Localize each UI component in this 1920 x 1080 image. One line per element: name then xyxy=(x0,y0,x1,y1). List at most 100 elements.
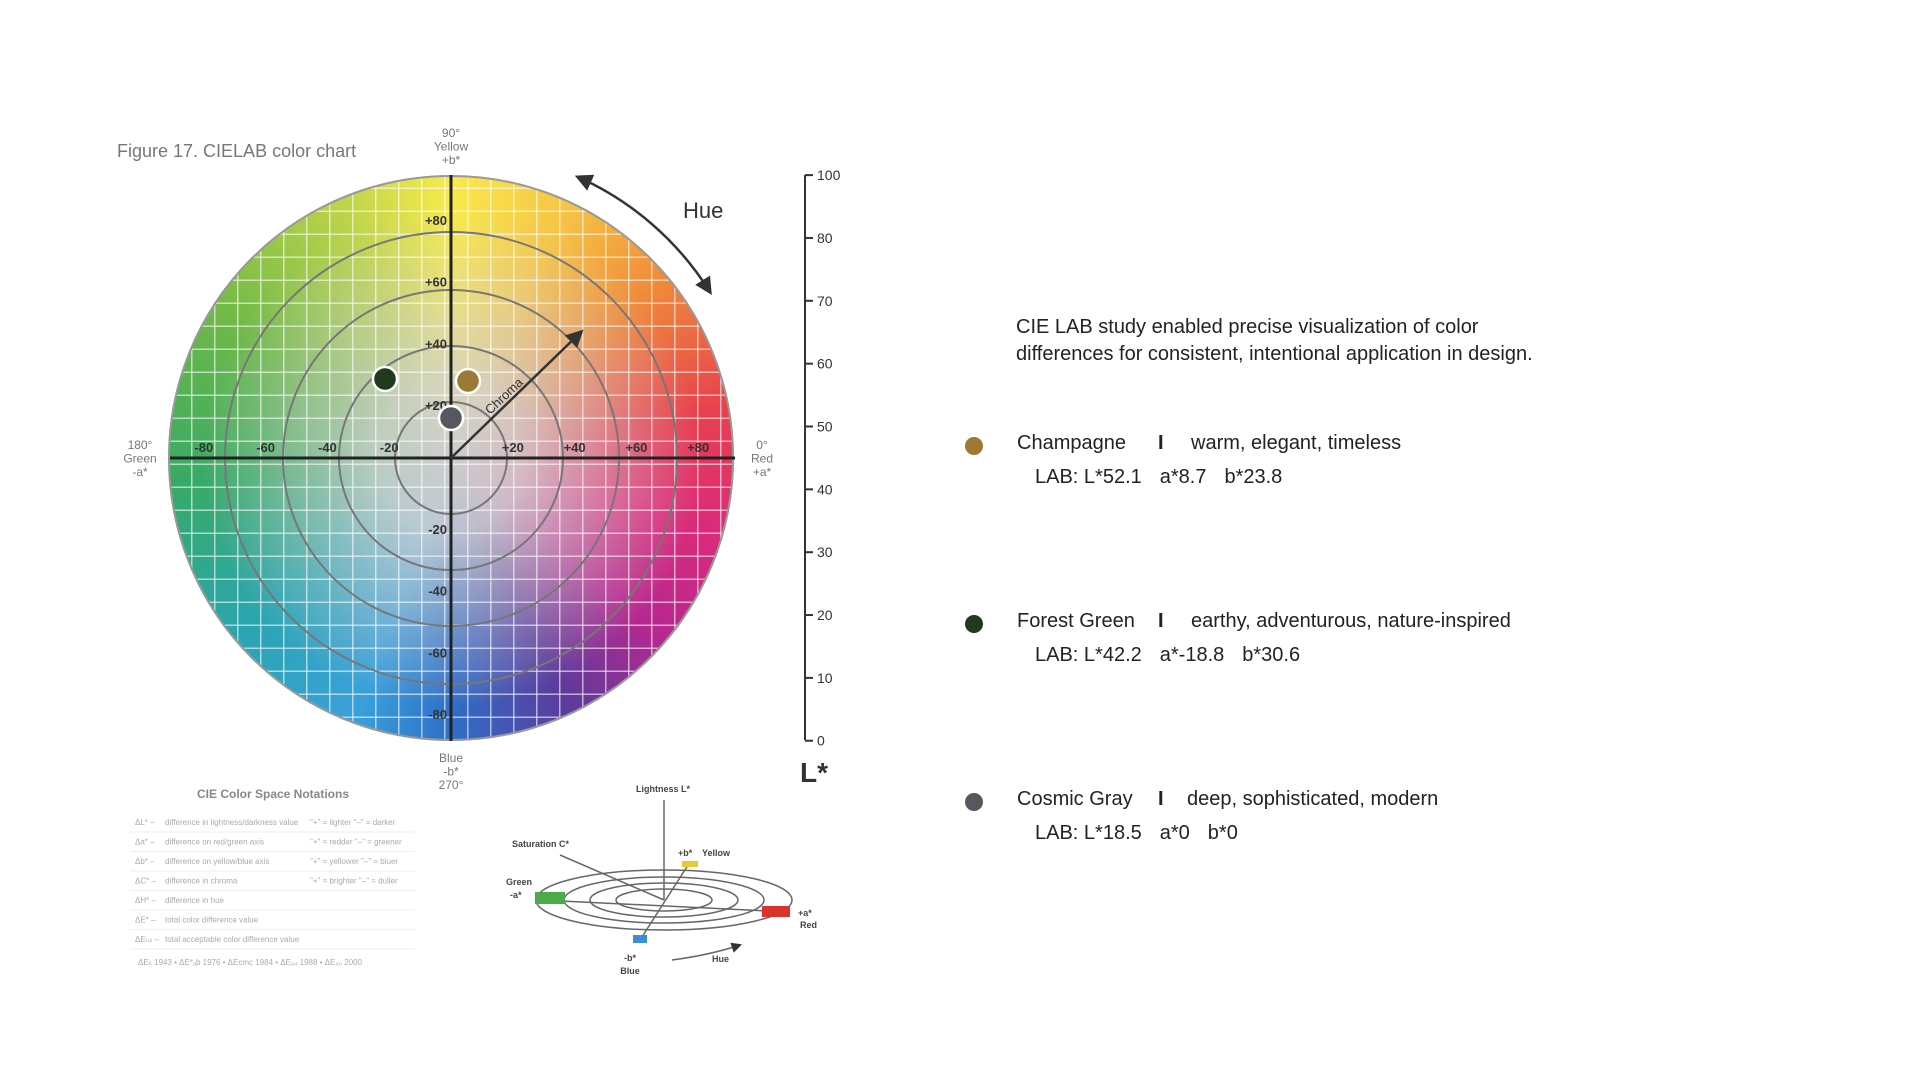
notation-cell: ΔEₜₒₗ – xyxy=(135,935,160,944)
a-tick-label: -40 xyxy=(318,440,337,455)
notation-cell: difference in chroma xyxy=(165,877,238,886)
lab-value: b*0 xyxy=(1207,822,1238,844)
notation-cell: "+" = lighter "–" = darker xyxy=(310,818,396,827)
notation-cell: difference in lightness/darkness value xyxy=(165,818,299,827)
color-marker xyxy=(437,404,465,432)
lightness-tick-label: 50 xyxy=(817,419,833,435)
lab-value: a*8.7 xyxy=(1159,466,1207,488)
a-tick-label: +40 xyxy=(564,440,586,455)
hue-diagram xyxy=(535,800,793,961)
notation-cell: total color difference value xyxy=(165,916,259,925)
chroma-arrow xyxy=(450,329,584,459)
notation-cell: "+" = redder "–" = greener xyxy=(310,838,402,847)
green-swatch xyxy=(535,892,565,904)
diagram-label: Yellow xyxy=(702,848,731,858)
notation-cell: total acceptable color difference value xyxy=(165,935,300,944)
color-marker xyxy=(454,367,482,395)
color-dot xyxy=(965,437,983,455)
b-tick-label: -40 xyxy=(428,584,447,599)
notation-cell: "+" = brighter "–" = duller xyxy=(310,877,398,886)
color-traits: deep, sophisticated, modern xyxy=(1187,788,1439,810)
axis-direction-label: Red xyxy=(751,452,773,466)
lab-values: LAB: L*52.1 a*8.7 b*23.8 xyxy=(1035,466,1300,489)
axis-direction-label: +a* xyxy=(753,465,772,479)
axis-direction-label: 0° xyxy=(756,438,768,452)
a-tick-label: -60 xyxy=(256,440,275,455)
blue-swatch xyxy=(633,935,647,943)
yellow-swatch xyxy=(682,861,698,867)
lightness-tick-label: 70 xyxy=(817,293,833,309)
axis-direction-label: -b* xyxy=(443,765,459,779)
diagram-label: Hue xyxy=(712,954,729,964)
color-traits: earthy, adventurous, nature-inspired xyxy=(1191,610,1511,632)
separator: I xyxy=(1158,788,1164,810)
notation-cell: ΔC* – xyxy=(135,877,156,886)
notation-cell: difference on yellow/blue axis xyxy=(165,857,269,866)
a-tick-label: +60 xyxy=(625,440,647,455)
diagram-label: Red xyxy=(800,920,817,930)
color-marker xyxy=(371,365,399,393)
diagram-label: Blue xyxy=(620,966,640,976)
lightness-tick-label: 10 xyxy=(817,670,833,686)
color-name: Forest Green xyxy=(1017,610,1135,632)
diagram-label: -b* xyxy=(624,953,636,963)
lightness-tick-label: 0 xyxy=(817,733,825,749)
diagram-label: -a* xyxy=(510,890,522,900)
notation-cell: difference on red/green axis xyxy=(165,838,264,847)
lightness-tick-label: 40 xyxy=(817,481,833,497)
axis-direction-label: +b* xyxy=(442,153,461,167)
notation-cell: "+" = yellower "–" = bluer xyxy=(310,857,398,866)
lab-value: LAB: L*52.1 xyxy=(1035,466,1142,488)
notations-title: CIE Color Space Notations xyxy=(197,787,349,801)
axis-direction-label: 180° xyxy=(128,438,153,452)
lab-values: LAB: L*42.2 a*-18.8 b*30.6 xyxy=(1035,644,1318,667)
lightness-tick-label: 100 xyxy=(817,167,841,183)
color-traits: warm, elegant, timeless xyxy=(1191,432,1402,454)
color-name: Cosmic Gray xyxy=(1017,788,1133,810)
axis-direction-label: Yellow xyxy=(434,140,469,154)
diagram-label: Saturation C* xyxy=(512,839,570,849)
b-tick-label: -80 xyxy=(428,707,447,722)
a-tick-label: -80 xyxy=(194,440,213,455)
lab-values: LAB: L*18.5 a*0 b*0 xyxy=(1035,822,1256,845)
lightness-tick-label: 80 xyxy=(817,230,833,246)
a-tick-label: +20 xyxy=(502,440,524,455)
lightness-tick-label: 60 xyxy=(817,356,833,372)
axis-direction-label: Blue xyxy=(439,751,463,765)
b-tick-label: -20 xyxy=(428,522,447,537)
separator: I xyxy=(1158,432,1164,454)
notation-cell: ΔH* – xyxy=(135,896,156,905)
lightness-label: L* xyxy=(800,757,828,788)
color-dot xyxy=(965,793,983,811)
figure-caption: Figure 17. CIELAB color chart xyxy=(117,141,356,161)
lab-value: LAB: L*18.5 xyxy=(1035,822,1142,844)
a-tick-label: +80 xyxy=(687,440,709,455)
b-tick-label: +60 xyxy=(425,275,447,290)
intro: CIE LAB study enabled precise visualizat… xyxy=(1016,314,1533,368)
a-tick-label: -20 xyxy=(380,440,399,455)
b-tick-label: +80 xyxy=(425,213,447,228)
notation-cell: ΔE* – xyxy=(135,916,156,925)
lab-value: a*0 xyxy=(1159,822,1190,844)
notation-cell: ΔL* – xyxy=(135,818,155,827)
lab-value: a*-18.8 xyxy=(1159,644,1225,666)
hue-arrow xyxy=(574,174,712,295)
diagram-label: +b* xyxy=(678,848,693,858)
lightness-tick-label: 30 xyxy=(817,544,833,560)
b-tick-label: -60 xyxy=(428,645,447,660)
axis-direction-label: 90° xyxy=(442,126,460,140)
diagram-label: Green xyxy=(506,877,532,887)
red-swatch xyxy=(762,906,790,917)
lab-value: b*30.6 xyxy=(1242,644,1301,666)
lab-value: b*23.8 xyxy=(1224,466,1283,488)
notation-footer: ΔEₕ 1943 • ΔE*ₐb 1976 • ΔEcmc 1984 • ΔE₉… xyxy=(138,958,363,967)
notation-cell: Δb* – xyxy=(135,857,155,866)
axis-direction-label: 270° xyxy=(439,778,464,792)
axis-direction-label: -a* xyxy=(132,465,148,479)
intro-line: differences for consistent, intentional … xyxy=(1016,343,1533,365)
chroma-label: Chroma xyxy=(482,374,527,417)
color-dot xyxy=(965,615,983,633)
diagram-label: Lightness L* xyxy=(636,784,691,794)
